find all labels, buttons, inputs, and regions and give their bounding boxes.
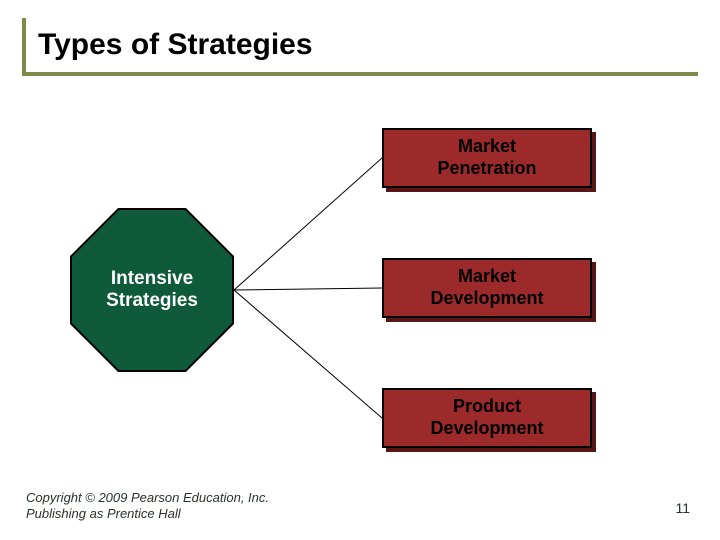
strategy-box: MarketDevelopment <box>382 258 592 318</box>
page-number: 11 <box>675 500 690 516</box>
strategy-box: ProductDevelopment <box>382 388 592 448</box>
strategy-box-label: MarketDevelopment <box>430 266 543 309</box>
strategy-box-label: MarketPenetration <box>437 136 536 179</box>
title-accent-vertical <box>22 18 26 72</box>
copyright-line1: Copyright © 2009 Pearson Education, Inc. <box>26 490 269 505</box>
slide-title: Types of Strategies <box>38 28 313 62</box>
strategy-box-label: ProductDevelopment <box>430 396 543 439</box>
hub-octagon: IntensiveStrategies <box>70 208 234 372</box>
slide: Types of Strategies IntensiveStrategies … <box>0 0 720 540</box>
strategy-box: MarketPenetration <box>382 128 592 188</box>
hub-label: IntensiveStrategies <box>106 268 198 312</box>
copyright-line2: Publishing as Prentice Hall <box>26 506 181 521</box>
title-accent-horizontal <box>22 72 698 76</box>
copyright-text: Copyright © 2009 Pearson Education, Inc.… <box>26 490 269 523</box>
